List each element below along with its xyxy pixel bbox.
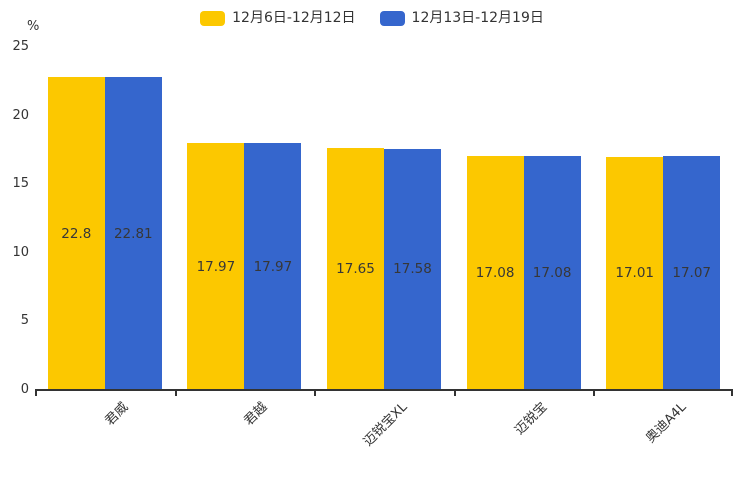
bar-value-label: 17.58 — [393, 261, 432, 278]
legend: 12月6日-12月12日 12月13日-12月19日 — [0, 8, 744, 28]
bar-value-label: 17.01 — [615, 265, 655, 282]
y-axis-tick-label: 15 — [12, 176, 29, 192]
bar-value-label: 17.07 — [672, 264, 712, 281]
legend-swatch-week1-icon — [200, 10, 226, 26]
bar-series2-君越[interactable]: 17.97 — [244, 143, 302, 390]
bar-value-label: 17.08 — [532, 264, 572, 281]
y-axis-tick-label: 5 — [20, 313, 29, 329]
x-axis-label-君威: 君威 — [102, 399, 132, 429]
bar-series2-迈锐宝XL[interactable]: 17.58 — [384, 148, 441, 390]
x-axis-tick — [35, 390, 37, 396]
x-axis-line — [35, 389, 733, 391]
bar-value-label: 17.08 — [475, 264, 515, 281]
legend-label-week2: 12月13日-12月19日 — [411, 10, 544, 26]
x-axis-tick — [731, 390, 733, 396]
x-axis-label-君越: 君越 — [241, 399, 271, 429]
bar-series1-迈锐宝XL[interactable]: 17.65 — [327, 147, 384, 390]
bar-value-label: 22.8 — [61, 225, 92, 242]
y-axis-tick-label: 0 — [20, 382, 29, 397]
legend-item-week1[interactable]: 12月6日-12月12日 — [200, 8, 356, 28]
legend-item-week2[interactable]: 12月13日-12月19日 — [379, 8, 544, 28]
plot-area: 0 5 10 15 20 25 22.8 22.81 君威 17.97 17.97 君越 17.65 17… — [12, 39, 733, 449]
y-axis-unit: % — [27, 19, 40, 34]
y-axis-tick-label: 20 — [12, 107, 29, 123]
bar-series2-迈锐宝[interactable]: 17.08 — [523, 155, 581, 390]
bar-series1-君威[interactable]: 22.8 — [47, 77, 105, 390]
bar-value-label: 17.65 — [336, 260, 375, 277]
x-axis-tick — [593, 390, 596, 396]
x-axis-tick — [174, 390, 177, 396]
y-axis-tick-label: 10 — [12, 244, 29, 260]
bar-value-label: 22.81 — [113, 225, 153, 242]
bar-series1-迈锐宝[interactable]: 17.08 — [466, 155, 524, 390]
x-axis-label-迈锐宝: 迈锐宝 — [511, 399, 551, 439]
bar-series2-奥迪A4L[interactable]: 17.07 — [663, 155, 721, 390]
x-axis-tick — [314, 390, 317, 396]
bar-value-label: 17.97 — [253, 258, 293, 275]
bar-series1-奥迪A4L[interactable]: 17.01 — [606, 156, 664, 390]
bar-series1-君越[interactable]: 17.97 — [187, 143, 245, 390]
x-axis-label-迈锐宝XL: 迈锐宝XL — [360, 399, 411, 450]
legend-swatch-week2-icon — [379, 10, 405, 26]
bar-value-label: 17.97 — [196, 258, 236, 275]
x-axis-tick — [453, 390, 456, 396]
bar-series2-君威[interactable]: 22.81 — [104, 77, 162, 390]
x-axis-label-奥迪A4L: 奥迪A4L — [643, 399, 690, 447]
y-axis-tick-label: 25 — [12, 39, 29, 54]
legend-label-week1: 12月6日-12月12日 — [232, 10, 356, 26]
